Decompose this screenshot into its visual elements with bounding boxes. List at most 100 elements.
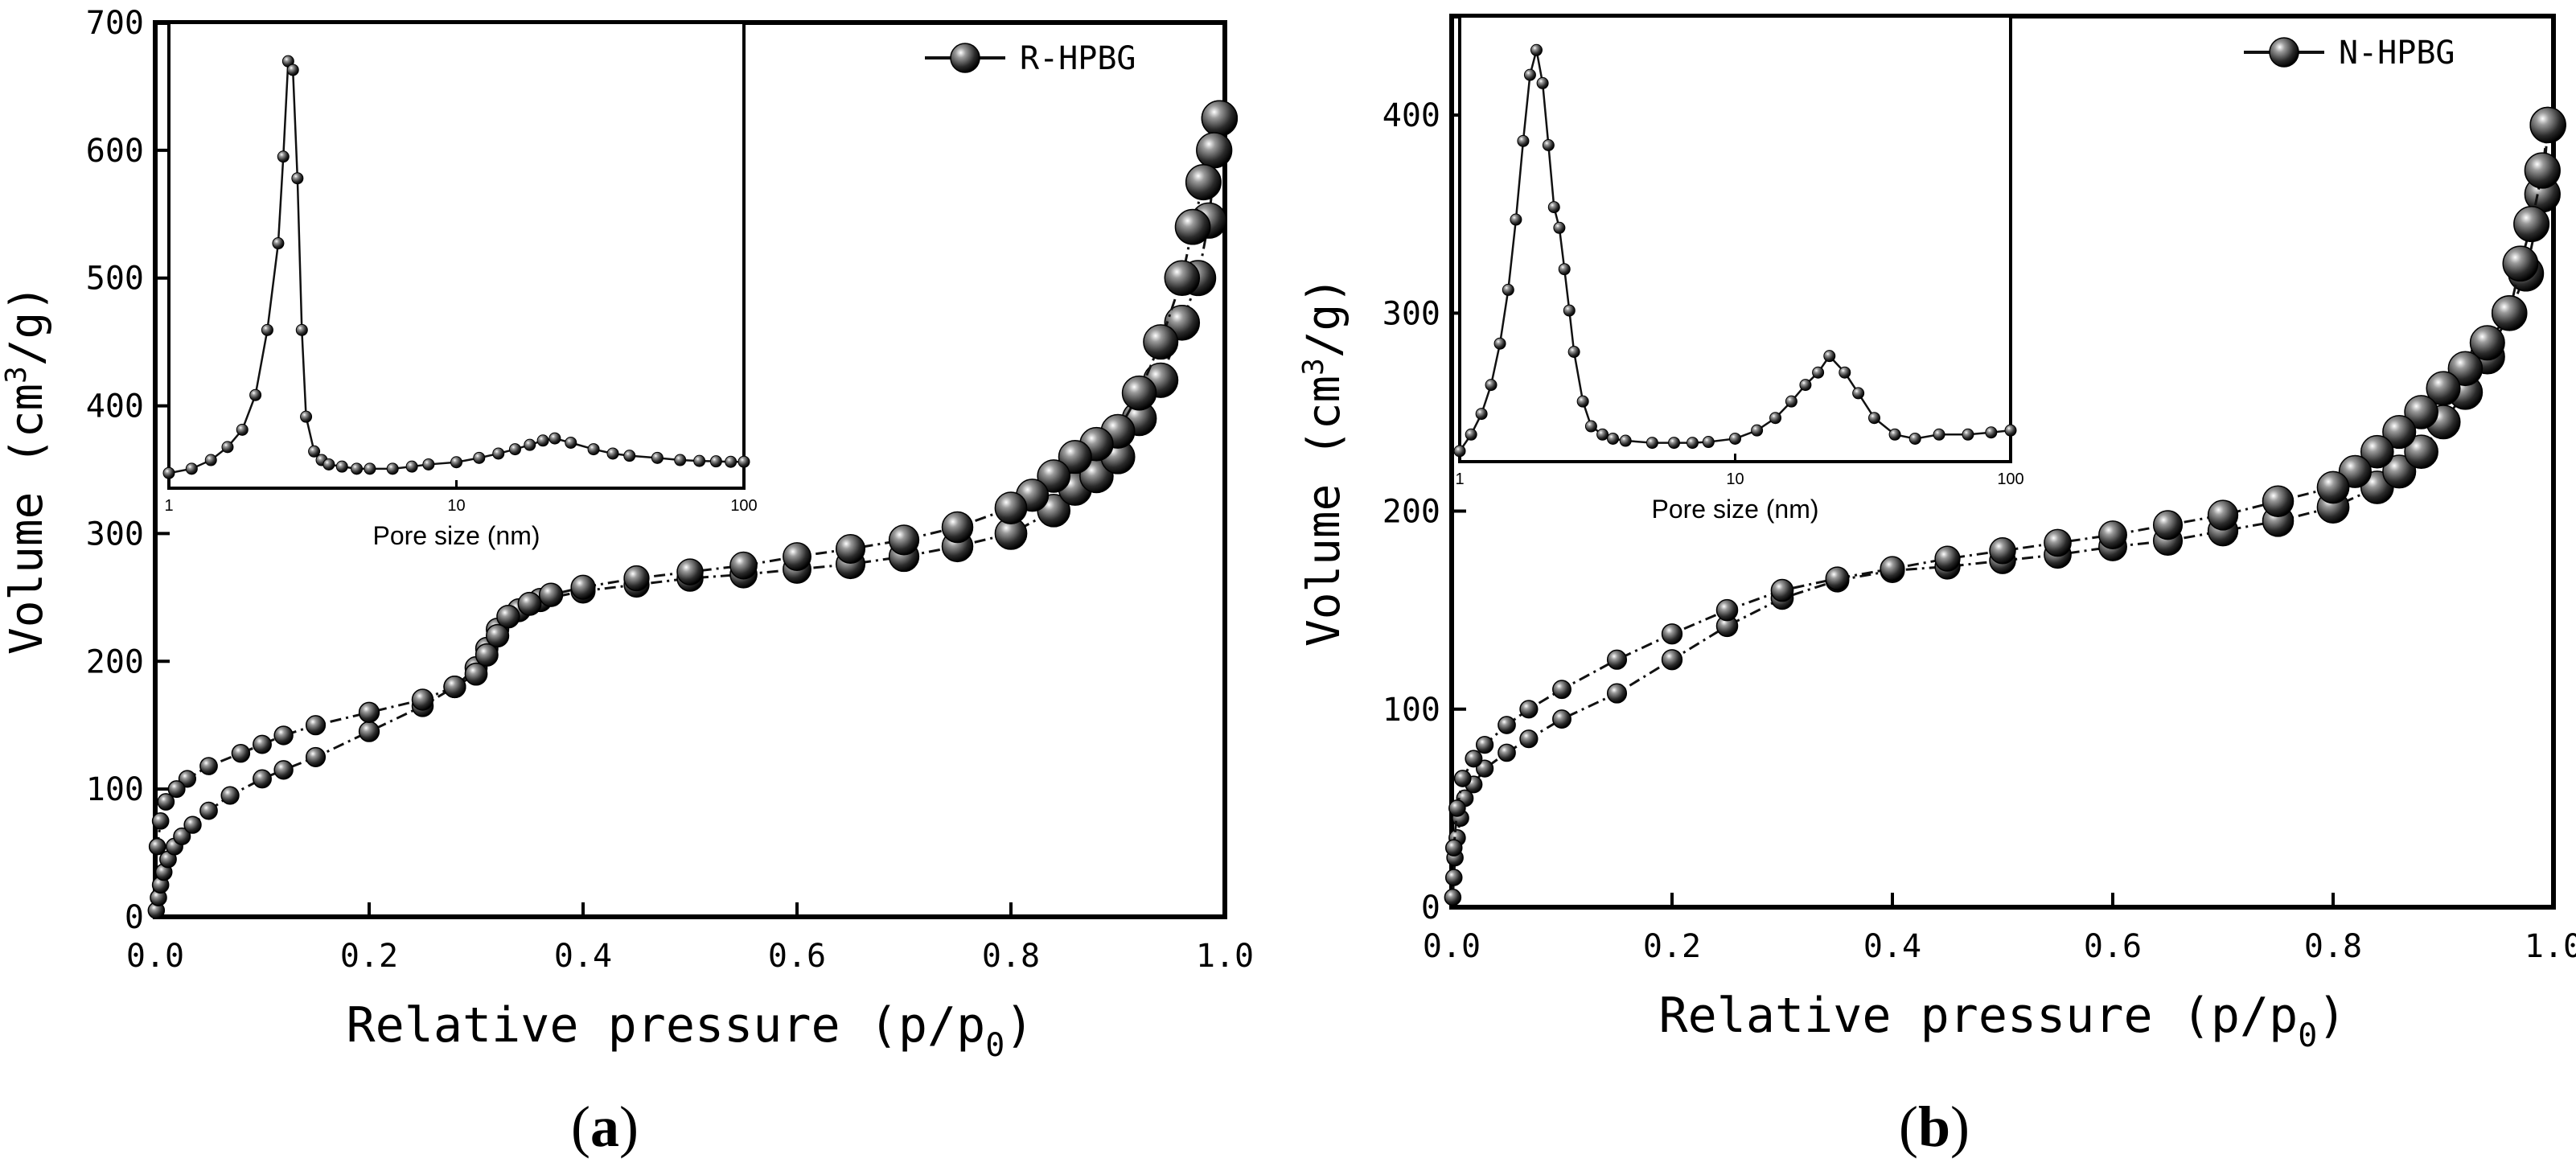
data-point-desorption xyxy=(1498,716,1516,734)
inset-data-point xyxy=(473,451,486,464)
data-point-adsorption xyxy=(199,801,218,820)
inset-data-point xyxy=(548,432,561,445)
inset-data-point xyxy=(587,443,600,456)
inset-data-point xyxy=(1933,428,1945,441)
inset-data-point xyxy=(623,450,636,462)
inset-data-point xyxy=(651,451,664,464)
data-point-desorption xyxy=(1143,324,1179,360)
inset-data-point xyxy=(272,237,285,250)
inset-data-point xyxy=(323,458,335,470)
y-tick-label: 600 xyxy=(86,133,144,170)
inset-data-point xyxy=(295,323,308,336)
inset-x-tick-label: 100 xyxy=(1997,470,2023,488)
data-point-adsorption xyxy=(1444,869,1463,886)
data-point-adsorption xyxy=(305,746,327,767)
inset-data-point xyxy=(1751,424,1764,437)
y-tick-label: 100 xyxy=(1382,692,1440,729)
data-point-desorption xyxy=(835,533,866,565)
inset-data-point xyxy=(300,410,313,423)
data-point-desorption xyxy=(538,582,564,607)
x-tick-label: 0.0 xyxy=(1423,928,1481,965)
inset-data-point xyxy=(1536,76,1549,89)
y-tick-label: 0 xyxy=(125,899,144,936)
y-tick-label: 200 xyxy=(1382,494,1440,531)
series-line-desorption xyxy=(156,117,1221,847)
data-point-desorption xyxy=(2469,325,2505,361)
data-point-desorption xyxy=(1201,100,1239,137)
data-point-desorption xyxy=(496,604,520,629)
inset-data-point xyxy=(1668,437,1681,450)
x-tick-label: 0.8 xyxy=(2304,928,2362,965)
inset-data-point xyxy=(536,434,549,447)
y-tick-label: 300 xyxy=(1382,295,1440,332)
inset-data-point xyxy=(405,460,418,473)
inset-data-point xyxy=(1502,283,1514,296)
data-point-desorption xyxy=(676,558,704,585)
inset-data-point xyxy=(1702,436,1715,449)
data-point-desorption xyxy=(1185,164,1222,201)
inset-x-axis-label: Pore size (nm) xyxy=(1651,495,1818,524)
inset-data-point xyxy=(249,388,262,401)
inset-x-tick-label: 10 xyxy=(1726,470,1744,488)
inset-data-point xyxy=(1530,43,1543,56)
inset-data-point xyxy=(508,443,521,456)
data-point-desorption xyxy=(1121,375,1157,411)
inset-data-point xyxy=(185,462,198,475)
inset-data-point xyxy=(351,462,364,475)
data-point-desorption xyxy=(1164,260,1201,296)
data-point-desorption xyxy=(1825,566,1850,591)
inset-data-point xyxy=(709,455,722,468)
data-point-desorption xyxy=(2098,520,2127,550)
data-point-desorption xyxy=(1196,132,1233,169)
data-point-desorption xyxy=(2360,434,2394,469)
inset-curve xyxy=(168,57,744,475)
inset-data-point xyxy=(1542,139,1555,151)
data-point-desorption xyxy=(1880,556,1905,581)
data-point-desorption xyxy=(178,770,197,788)
inset-data-point xyxy=(1563,304,1576,317)
inset-data-point xyxy=(1785,395,1797,408)
data-point-desorption xyxy=(1934,545,1961,572)
inset-data-point xyxy=(1686,437,1699,450)
data-point-desorption xyxy=(1475,735,1494,754)
data-point-desorption xyxy=(2044,528,2072,557)
data-point-desorption xyxy=(2513,206,2550,243)
inset-data-point xyxy=(2004,424,2017,437)
data-point-desorption xyxy=(2262,485,2295,517)
inset-data-point xyxy=(1729,432,1741,445)
data-point-adsorption xyxy=(1552,709,1571,729)
x-tick-label: 0.0 xyxy=(126,938,184,975)
data-point-desorption xyxy=(729,551,758,580)
inset-data-point xyxy=(1567,346,1580,358)
data-point-adsorption xyxy=(1606,683,1628,704)
x-axis-label: Relative pressure (p/p0) xyxy=(347,997,1034,1064)
data-point-desorption xyxy=(157,793,175,811)
data-point-desorption xyxy=(623,565,650,592)
inset-data-point xyxy=(221,441,234,454)
data-point-desorption xyxy=(1037,459,1071,493)
data-point-adsorption xyxy=(2382,454,2417,489)
inset-data-point xyxy=(335,460,348,473)
data-point-desorption xyxy=(1715,598,1739,622)
inset-data-point xyxy=(1584,420,1597,433)
y-tick-label: 200 xyxy=(86,643,144,680)
inset-data-point xyxy=(693,454,706,467)
data-point-desorption xyxy=(2502,245,2539,282)
data-point-desorption xyxy=(888,524,920,556)
x-tick-label: 1.0 xyxy=(2525,928,2576,965)
x-axis-label: Relative pressure (p/p0) xyxy=(1659,988,2347,1054)
inset-data-point xyxy=(1465,428,1477,441)
inset-data-point xyxy=(1493,337,1506,350)
y-tick-label: 700 xyxy=(86,5,144,42)
data-point-desorption xyxy=(1058,440,1092,475)
data-point-desorption xyxy=(1465,750,1483,768)
inset-data-point xyxy=(1517,134,1530,147)
data-point-desorption xyxy=(2426,371,2461,406)
inset-data-point xyxy=(1619,434,1632,447)
inset-data-point xyxy=(1985,426,1998,439)
panel-a: 0.0 0.2 0.4 0.6 0.8 1.0 0 100 200 300 400 500 600 700… xyxy=(0,5,1254,1159)
inset-data-point xyxy=(386,462,399,475)
inset-data-point xyxy=(606,447,619,460)
inset-data-point xyxy=(1888,428,1901,441)
data-point-desorption xyxy=(151,812,170,830)
